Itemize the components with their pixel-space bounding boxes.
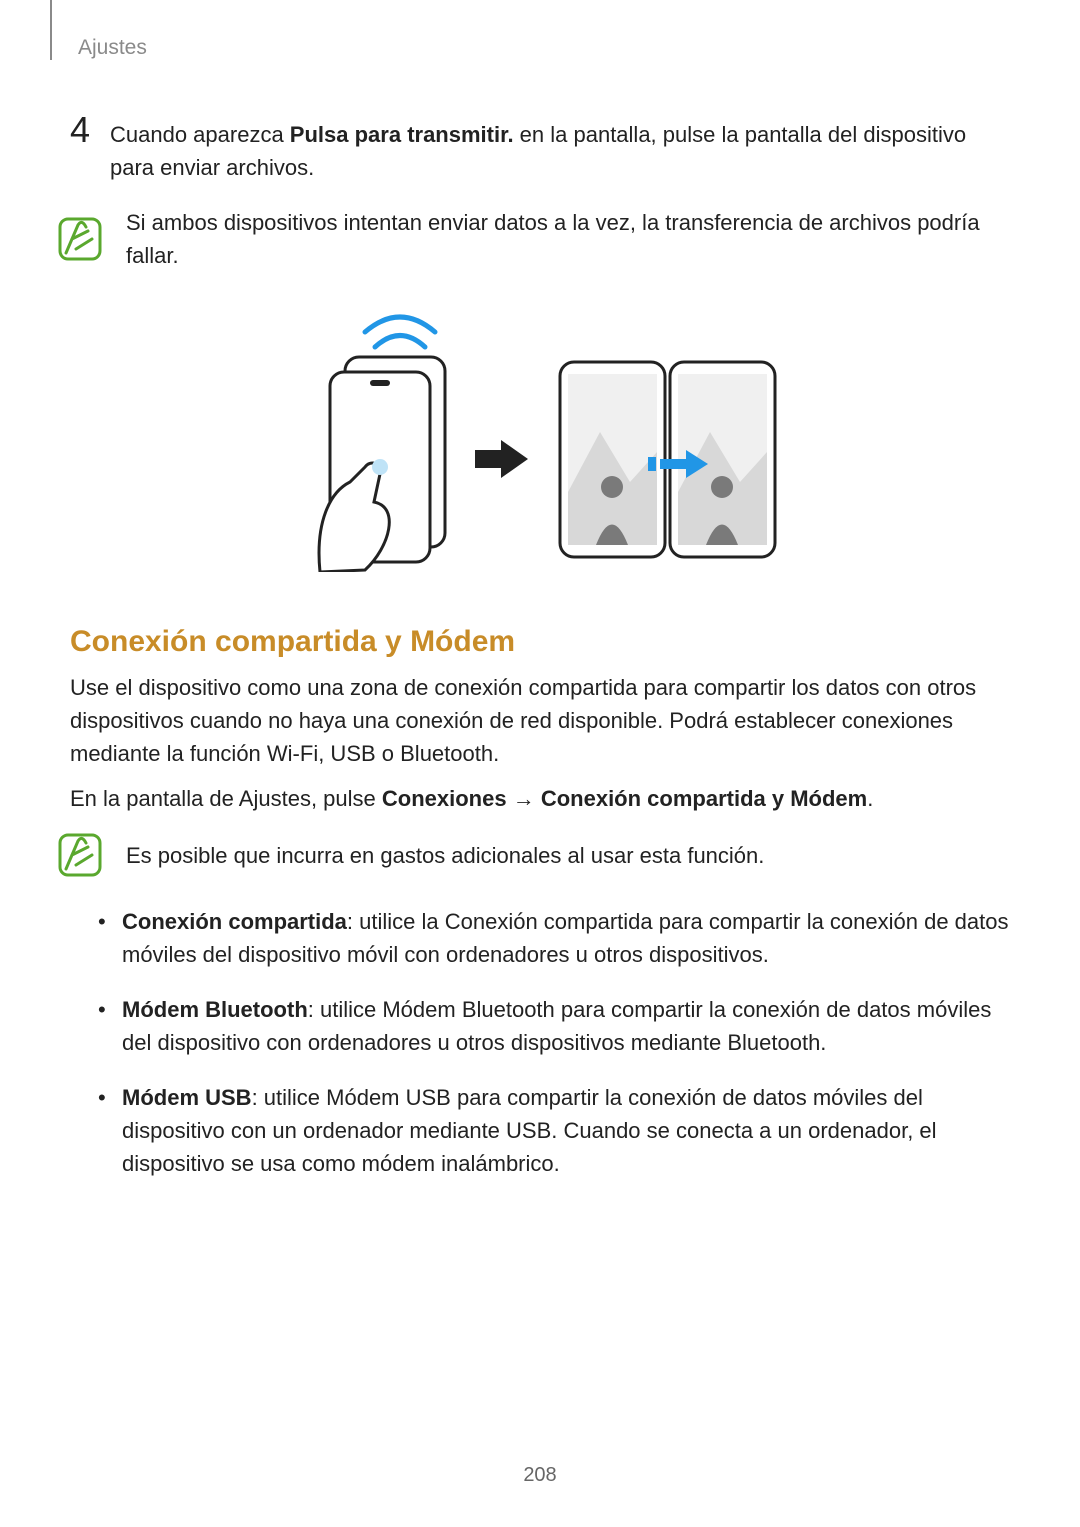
- step-prefix: Cuando aparezca: [110, 122, 290, 147]
- list-item: • Conexión compartida: utilice la Conexi…: [98, 905, 1010, 971]
- para2-bold1: Conexiones: [382, 786, 507, 811]
- para2-prefix: En la pantalla de Ajustes, pulse: [70, 786, 382, 811]
- bullet-dot-icon: •: [98, 993, 122, 1026]
- para2-bold2: Conexión compartida y Módem: [541, 786, 867, 811]
- list-item: • Módem USB: utilice Módem USB para comp…: [98, 1081, 1010, 1180]
- note-2-text: Es posible que incurra en gastos adicion…: [126, 839, 1010, 872]
- note-1: Si ambos dispositivos intentan enviar da…: [58, 206, 1010, 272]
- paragraph-2: En la pantalla de Ajustes, pulse Conexio…: [70, 782, 1010, 815]
- figure-beam-transfer: [70, 292, 1010, 577]
- note-icon: [58, 833, 102, 877]
- bullet-text: Conexión compartida: utilice la Conexión…: [122, 905, 1010, 971]
- bullet-text: Módem USB: utilice Módem USB para compar…: [122, 1081, 1010, 1180]
- bullet-list: • Conexión compartida: utilice la Conexi…: [98, 905, 1010, 1180]
- section-title: Conexión compartida y Módem: [70, 625, 1010, 659]
- bullet-text: Módem Bluetooth: utilice Módem Bluetooth…: [122, 993, 1010, 1059]
- paragraph-1: Use el dispositivo como una zona de cone…: [70, 671, 1010, 770]
- note-icon: [58, 217, 102, 261]
- step-text: Cuando aparezca Pulsa para transmitir. e…: [110, 118, 1010, 184]
- header-breadcrumb: Ajustes: [78, 36, 1010, 60]
- step-number: 4: [70, 112, 104, 148]
- bullet-bold: Conexión compartida: [122, 909, 347, 934]
- step-bold: Pulsa para transmitir.: [290, 122, 514, 147]
- bullet-bold: Módem Bluetooth: [122, 997, 308, 1022]
- para2-suffix: .: [867, 786, 873, 811]
- note-1-text: Si ambos dispositivos intentan enviar da…: [126, 206, 1010, 272]
- page: Ajustes 4 Cuando aparezca Pulsa para tra…: [0, 0, 1080, 1527]
- list-item: • Módem Bluetooth: utilice Módem Bluetoo…: [98, 993, 1010, 1059]
- step-4-row: 4 Cuando aparezca Pulsa para transmitir.…: [70, 118, 1010, 184]
- page-number: 208: [0, 1464, 1080, 1487]
- bullet-dot-icon: •: [98, 1081, 122, 1114]
- note-2: Es posible que incurra en gastos adicion…: [58, 833, 1010, 877]
- bullet-dot-icon: •: [98, 905, 122, 938]
- bullet-bold: Módem USB: [122, 1085, 252, 1110]
- para2-arrow: →: [507, 786, 541, 811]
- header-rule-decoration: [50, 0, 52, 60]
